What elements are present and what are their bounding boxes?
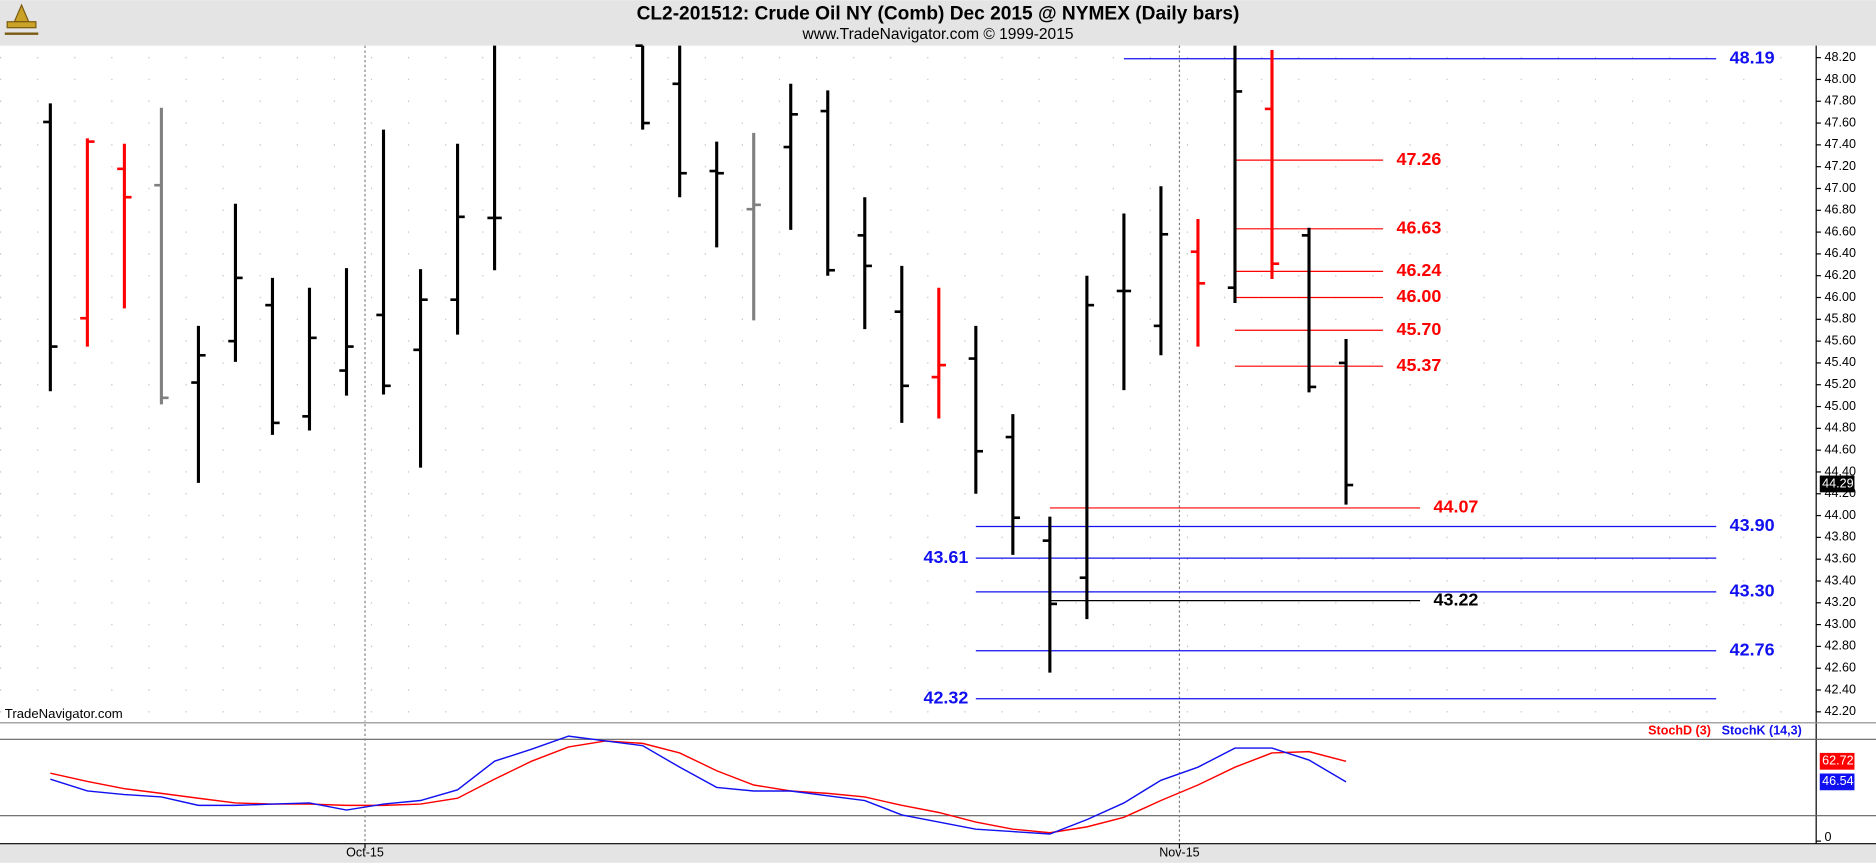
level-label: 45.70: [1396, 319, 1441, 339]
level-label: 42.76: [1730, 639, 1775, 659]
y-tick-label: 44.40: [1825, 464, 1856, 478]
y-tick-label: 42.80: [1825, 639, 1856, 653]
x-tick-label: Oct-15: [346, 846, 384, 860]
level-label: 48.19: [1730, 47, 1775, 67]
legend-entry: StochK (14,3): [1722, 724, 1802, 738]
stoch-line: [50, 735, 1347, 835]
last-value-box: [1819, 752, 1855, 770]
y-tick-label: 47.60: [1825, 115, 1856, 129]
level-label: 46.63: [1396, 218, 1441, 238]
chart-title: CL2-201512: Crude Oil NY (Comb) Dec 2015…: [637, 4, 1240, 25]
y-tick-label: 44.60: [1825, 442, 1856, 456]
y-tick-label: 46.40: [1825, 246, 1856, 260]
y-tick-label: 45.80: [1825, 312, 1856, 326]
y-tick-label: 48.20: [1825, 50, 1856, 64]
y-tick-label: 45.20: [1825, 377, 1856, 391]
last-price-box: [1819, 475, 1855, 493]
y-tick-label: 42.40: [1825, 682, 1856, 696]
y-tick-label: 47.20: [1825, 159, 1856, 173]
level-label: 43.22: [1434, 589, 1479, 609]
y-tick-label: 46.20: [1825, 268, 1856, 282]
last-value-label: 62.72: [1822, 754, 1853, 768]
y-tick-label: 46.00: [1825, 290, 1856, 304]
last-value-box: [1819, 773, 1855, 791]
level-label: 46.00: [1396, 286, 1441, 306]
y-tick-label: 47.80: [1825, 94, 1856, 108]
header-band: [0, 0, 1876, 46]
level-label: 47.26: [1396, 149, 1441, 169]
y-tick-label: 47.40: [1825, 137, 1856, 151]
y-tick-label: 46.60: [1825, 224, 1856, 238]
y-tick-label: 43.80: [1825, 530, 1856, 544]
y-tick-label: 45.40: [1825, 355, 1856, 369]
y-tick-label: 45.00: [1825, 399, 1856, 413]
y-tick-label: 42.60: [1825, 661, 1856, 675]
last-price-label: 44.29: [1822, 476, 1853, 490]
logo: [4, 3, 39, 35]
y-tick-label: 44.80: [1825, 421, 1856, 435]
x-tick-label: Nov-15: [1159, 846, 1199, 860]
logo-base: [6, 21, 37, 29]
y-tick-label: 43.60: [1825, 551, 1856, 565]
y-tick-label: 45.60: [1825, 333, 1856, 347]
legend-entry: StochD (3): [1648, 724, 1711, 738]
level-label: 43.90: [1730, 515, 1775, 535]
level-label: 45.37: [1396, 355, 1441, 375]
x-axis-band: [0, 843, 1876, 863]
chart-subtitle: www.TradeNavigator.com © 1999-2015: [802, 26, 1074, 43]
last-value-label: 46.54: [1822, 774, 1853, 788]
y-tick-label: 0: [1825, 830, 1832, 844]
y-tick-label: 48.00: [1825, 72, 1856, 86]
level-label: 46.24: [1396, 260, 1441, 280]
level-label: 42.32: [923, 687, 968, 707]
level-label: 43.30: [1730, 581, 1775, 601]
y-tick-label: 46.80: [1825, 203, 1856, 217]
y-tick-label: 47.00: [1825, 181, 1856, 195]
y-tick-label: 43.20: [1825, 595, 1856, 609]
level-label: 43.61: [923, 547, 968, 567]
y-tick-label: 43.00: [1825, 617, 1856, 631]
y-tick-label: 44.00: [1825, 508, 1856, 522]
y-tick-label: 43.40: [1825, 573, 1856, 587]
source-label: TradeNavigator.com: [5, 706, 123, 721]
y-tick-label: 42.20: [1825, 704, 1856, 718]
level-label: 44.07: [1434, 497, 1479, 517]
